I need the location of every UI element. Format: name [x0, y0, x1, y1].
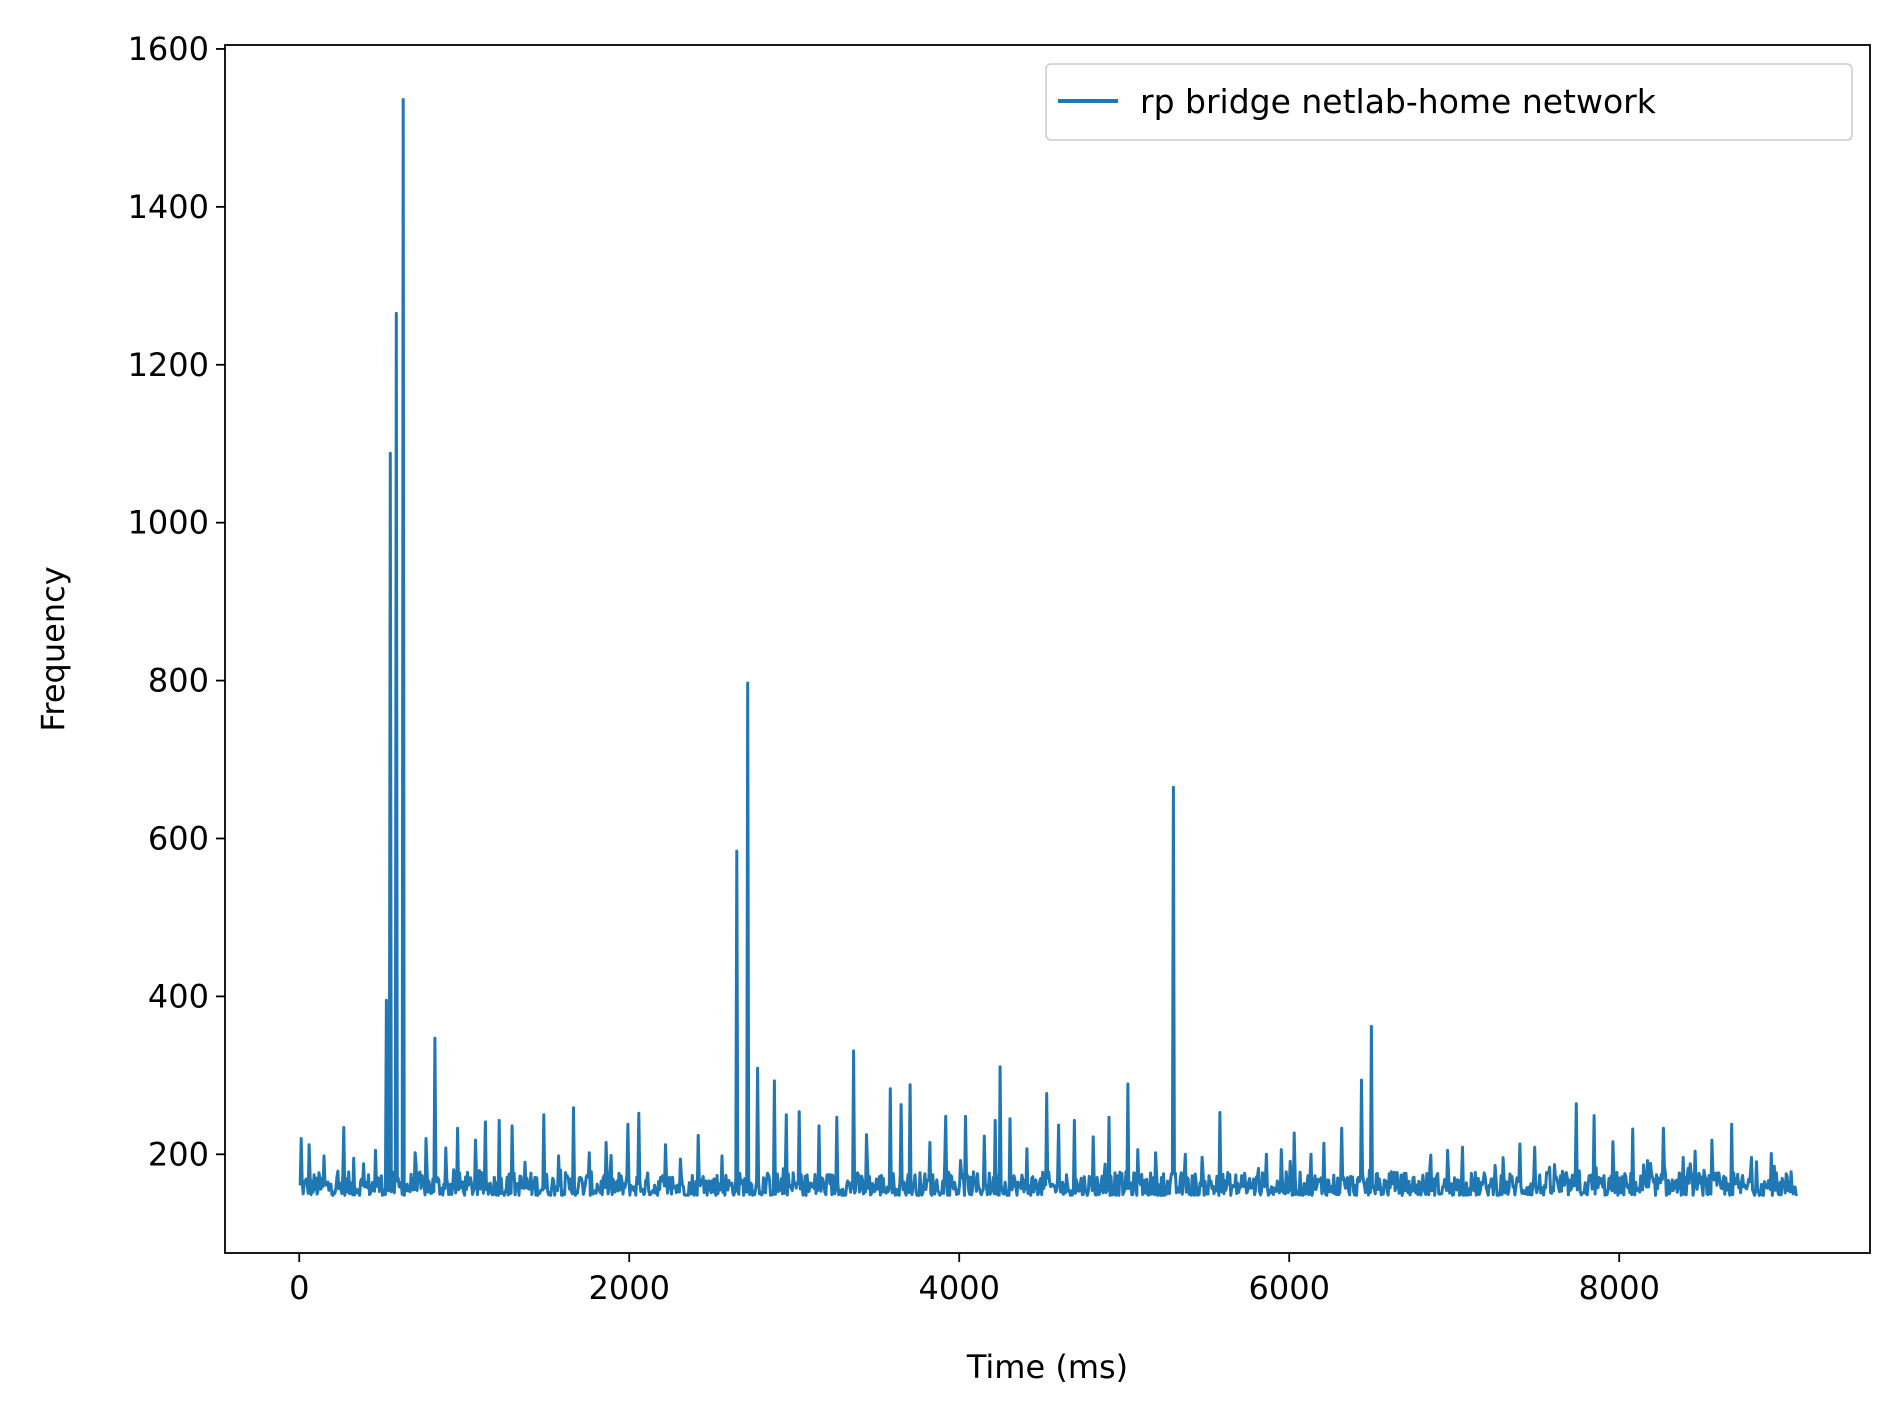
- legend-entry-label: rp bridge netlab-home network: [1140, 82, 1657, 121]
- y-axis-label: Frequency: [34, 566, 72, 731]
- x-axis-label: Time (ms): [966, 1348, 1128, 1386]
- x-tick-label: 4000: [919, 1269, 1000, 1307]
- plot-frame: [224, 44, 1871, 1254]
- y-tick-label: 1400: [128, 188, 209, 226]
- y-tick-label: 200: [148, 1135, 209, 1173]
- series-layer: [298, 98, 1799, 1197]
- tick-layer: 0 2000 4000 6000 8000 200 400 600 800 1000 1200 140…: [128, 30, 1660, 1307]
- legend-box: [1045, 63, 1853, 141]
- x-tick-label: 2000: [589, 1269, 670, 1307]
- x-tick-label: 6000: [1248, 1269, 1329, 1307]
- legend: rp bridge netlab-home network: [1045, 63, 1853, 141]
- y-tick-label: 600: [148, 819, 209, 857]
- x-tick-label: 8000: [1578, 1269, 1659, 1307]
- y-tick-label: 1600: [128, 30, 209, 68]
- y-tick-label: 800: [148, 662, 209, 700]
- y-tick-label: 1000: [128, 504, 209, 542]
- y-tick-label: 400: [148, 977, 209, 1015]
- series-line: [298, 98, 1799, 1197]
- y-tick-label: 1200: [128, 346, 209, 384]
- x-tick-label: 0: [289, 1269, 309, 1307]
